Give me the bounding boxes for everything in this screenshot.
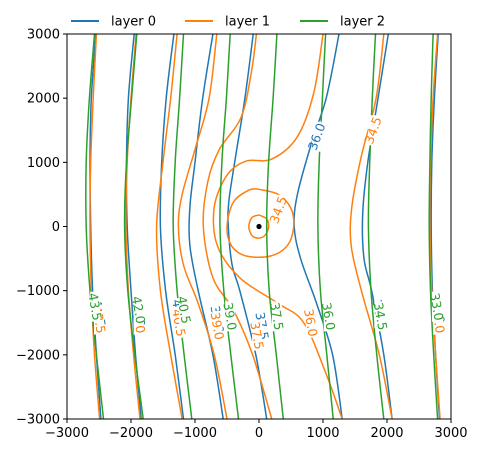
contour-line-layer-0-2 (159, 34, 185, 419)
contour-label: 34.5 (266, 194, 290, 225)
contour-line-layer-1-3 (177, 34, 228, 419)
y-tick-label: −1000 (16, 284, 60, 299)
y-tick-label: −3000 (16, 413, 60, 428)
contour-label: 34.5 (371, 301, 391, 331)
contour-line-layer-1-4 (202, 34, 273, 419)
contour-label-gap (431, 291, 442, 322)
contour-label: 37.5 (247, 321, 267, 351)
x-tick-label: 1000 (306, 426, 339, 441)
contour-label: 36.0 (301, 308, 321, 338)
contour-label-gap (273, 194, 284, 225)
origin-marker (256, 223, 262, 230)
legend-label: layer 0 (111, 15, 156, 30)
contour-line-layer-2-6 (367, 34, 385, 419)
contour-label-gap (305, 307, 316, 338)
contour-label: 33.0 (427, 292, 447, 322)
contour-label-gap (174, 307, 184, 338)
contour-label: 40.5 (174, 295, 194, 325)
contour-line-layer-1-0 (89, 34, 101, 419)
contour-label-gap (212, 310, 223, 341)
contour-line-layer-1-6 (349, 34, 393, 419)
contour-labels: 43.542.040.539.037.536.034.533.043.542.0… (85, 115, 448, 351)
contour-label: 34.5 (361, 115, 385, 146)
contour-line-layer-0-3 (188, 34, 224, 419)
contour-line-layer-0-6 (361, 34, 393, 419)
x-axis: −3000 −2000 −1000 0 1000 2000 3000 (45, 419, 468, 441)
legend-label: layer 1 (225, 15, 270, 30)
contour-label: 36.0 (319, 301, 339, 331)
contour-label-gap (225, 301, 236, 332)
contour-line-layer-1-1 (125, 34, 141, 419)
contour-line-layer-1-8 (248, 214, 270, 239)
x-tick-label: −1000 (173, 426, 217, 441)
x-tick-label: 0 (255, 426, 263, 441)
contour-line-layer-2-0 (85, 34, 105, 419)
contour-label-gap (133, 294, 144, 325)
contour-label: 36.0 (305, 121, 329, 152)
contour-label-gap (311, 121, 322, 152)
contour-label: 43.5 (85, 292, 105, 322)
contour-line-layer-2-3 (219, 34, 240, 419)
contour-label-gap (271, 301, 282, 332)
contour-label-gap (323, 301, 334, 332)
plot-area: 43.542.040.539.037.536.034.533.043.542.0… (66, 33, 452, 420)
y-tick-label: 1000 (27, 156, 60, 171)
contour-line-layer-2-1 (123, 34, 144, 419)
contour-label-gap (179, 294, 190, 325)
origin-point (256, 223, 262, 230)
contour-line-layer-2-2 (172, 34, 193, 419)
x-tick-label: −3000 (45, 426, 89, 441)
y-axis: −3000 −2000 −1000 0 1000 2000 3000 (16, 28, 67, 428)
y-tick-label: −2000 (16, 348, 60, 363)
contour-label: 37.5 (267, 301, 287, 331)
contour-lines (85, 34, 441, 419)
contour-label: 42.0 (129, 295, 149, 325)
y-tick-label: 2000 (27, 92, 60, 107)
contour-label: 39.0 (208, 311, 228, 341)
contour-line-layer-2-4 (265, 34, 285, 419)
x-tick-label: 2000 (370, 426, 403, 441)
contour-label-gap (367, 115, 378, 146)
x-tick-label: −2000 (109, 426, 153, 441)
legend-label: layer 2 (340, 15, 385, 30)
contour-label-gap (375, 301, 386, 332)
contour-line-layer-1-7 (226, 188, 295, 259)
contour-label-gap (257, 310, 268, 341)
contour-label: 39.0 (220, 301, 240, 331)
contour-line-layer-1-2 (155, 34, 183, 419)
y-tick-label: 0 (52, 220, 60, 235)
contour-label-gap (252, 320, 263, 351)
x-tick-label: 3000 (434, 426, 467, 441)
contour-line-layer-2-7 (428, 34, 439, 419)
legend: layer 0 layer 1 layer 2 (71, 15, 385, 30)
y-tick-label: 3000 (27, 28, 60, 43)
contour-label-gap (90, 291, 101, 322)
contour-line-layer-2-5 (317, 34, 334, 419)
contour-line-layer-1-5 (212, 34, 343, 419)
